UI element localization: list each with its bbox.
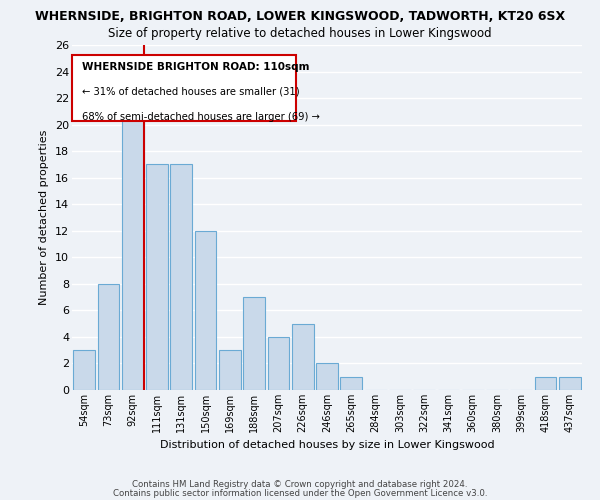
FancyBboxPatch shape <box>72 56 296 121</box>
Bar <box>268 337 289 390</box>
Bar <box>243 297 265 390</box>
Text: 68% of semi-detached houses are larger (69) →: 68% of semi-detached houses are larger (… <box>82 112 320 122</box>
Bar <box>122 98 143 390</box>
Bar <box>97 284 119 390</box>
Bar <box>340 376 362 390</box>
Bar <box>73 350 95 390</box>
Text: WHERNSIDE BRIGHTON ROAD: 110sqm: WHERNSIDE BRIGHTON ROAD: 110sqm <box>82 62 310 72</box>
Bar <box>316 364 338 390</box>
Bar <box>170 164 192 390</box>
Y-axis label: Number of detached properties: Number of detached properties <box>40 130 49 305</box>
Text: Size of property relative to detached houses in Lower Kingswood: Size of property relative to detached ho… <box>108 28 492 40</box>
Bar <box>194 231 217 390</box>
Text: ← 31% of detached houses are smaller (31): ← 31% of detached houses are smaller (31… <box>82 86 300 97</box>
Bar <box>292 324 314 390</box>
Bar <box>535 376 556 390</box>
Bar <box>219 350 241 390</box>
X-axis label: Distribution of detached houses by size in Lower Kingswood: Distribution of detached houses by size … <box>160 440 494 450</box>
Text: WHERNSIDE, BRIGHTON ROAD, LOWER KINGSWOOD, TADWORTH, KT20 6SX: WHERNSIDE, BRIGHTON ROAD, LOWER KINGSWOO… <box>35 10 565 23</box>
Text: Contains HM Land Registry data © Crown copyright and database right 2024.: Contains HM Land Registry data © Crown c… <box>132 480 468 489</box>
Text: Contains public sector information licensed under the Open Government Licence v3: Contains public sector information licen… <box>113 489 487 498</box>
Bar <box>559 376 581 390</box>
Bar <box>146 164 168 390</box>
